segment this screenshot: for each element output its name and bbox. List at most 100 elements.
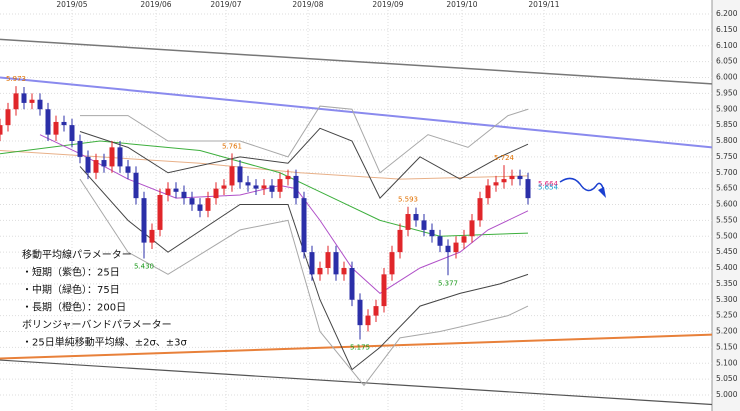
overlay-line: [0, 38, 712, 85]
y-tick-label: 5.650: [716, 184, 738, 193]
candle-body: [181, 191, 187, 199]
overlay-line: [79, 166, 529, 371]
candle-body: [189, 198, 195, 205]
candle-body: [149, 229, 155, 243]
candle-body: [173, 188, 179, 192]
candle-body: [301, 198, 307, 253]
candle-body: [253, 185, 259, 189]
candle-body: [125, 166, 131, 173]
candle-body: [485, 185, 491, 199]
y-tick-label: 5.150: [716, 342, 738, 351]
parameter-note: ボリンジャーバンドパラメーター: [22, 319, 172, 331]
candle-body: [29, 99, 35, 103]
candle-body: [517, 175, 523, 180]
candle-body: [365, 315, 371, 326]
y-tick-label: 5.200: [716, 327, 738, 336]
y-tick-label: 5.800: [716, 136, 738, 145]
parameter-note: ・25日単純移動平均線、±2σ、±3σ: [22, 336, 188, 349]
y-tick-label: 5.750: [716, 152, 738, 161]
x-tick-label: 2019/09: [372, 0, 403, 9]
overlay-line: [0, 150, 529, 180]
overlay-line: [79, 127, 529, 200]
candle-body: [357, 299, 363, 326]
candle-body: [349, 268, 355, 300]
price-annotation: 5.430: [134, 262, 154, 270]
candle-body: [437, 236, 443, 246]
overlay-line: [0, 359, 712, 406]
price-annotation: 5.593: [398, 196, 418, 204]
y-tick-label: 5.300: [716, 295, 738, 304]
parameter-note: ・長期（橙色）：200日: [22, 301, 126, 314]
candle-body: [269, 185, 275, 192]
candle-body: [221, 185, 227, 189]
x-tick-label: 2019/06: [140, 0, 171, 9]
candle-body: [325, 252, 331, 268]
price-annotation: 5.724: [494, 154, 515, 162]
y-tick-label: 5.700: [716, 168, 738, 177]
candle-body: [85, 156, 91, 173]
y-tick-label: 6.050: [716, 57, 738, 66]
x-tick-label: 2019/07: [210, 0, 241, 9]
candle-body: [461, 236, 467, 243]
candle-body: [421, 220, 427, 230]
candle-body: [493, 182, 499, 186]
candle-body: [205, 198, 211, 211]
y-tick-label: 5.900: [716, 104, 738, 113]
candle-body: [165, 188, 171, 195]
candle-body: [77, 141, 83, 157]
candle-body: [261, 185, 267, 189]
candle-body: [381, 274, 387, 307]
candle-body: [109, 147, 115, 167]
candle-body: [285, 175, 291, 180]
y-tick-label: 6.100: [716, 41, 738, 50]
candle-body: [37, 99, 43, 110]
candle-body: [509, 175, 515, 180]
candle-body: [397, 229, 403, 253]
candle-body: [21, 93, 27, 103]
candle-body: [0, 125, 3, 135]
candle-body: [133, 172, 139, 199]
y-tick-label: 5.100: [716, 358, 738, 367]
price-annotation: 5.761: [222, 142, 242, 150]
candle-body: [413, 214, 419, 221]
y-axis-panel: [712, 0, 740, 411]
candle-body: [197, 204, 203, 211]
overlay-line: [80, 105, 529, 174]
candle-body: [13, 93, 19, 110]
candle-body: [341, 268, 347, 275]
y-tick-label: 6.200: [716, 9, 738, 18]
price-annotation: 5.973: [6, 75, 26, 83]
candle-body: [53, 121, 59, 135]
candle-body: [101, 160, 107, 167]
x-tick-label: 2019/11: [528, 0, 559, 9]
candle-body: [429, 229, 435, 237]
price-annotation: 5.377: [438, 279, 458, 287]
y-tick-label: 5.000: [716, 390, 738, 399]
candle-body: [245, 182, 251, 186]
y-tick-label: 5.600: [716, 200, 738, 209]
forecast-arrow: [559, 177, 604, 192]
forecast-arrowhead: [598, 187, 606, 198]
candle-body: [45, 109, 51, 135]
candle-body: [61, 121, 67, 126]
y-tick-label: 5.450: [716, 247, 738, 256]
candle-body: [229, 166, 235, 186]
overlay-line: [79, 178, 529, 387]
y-tick-label: 6.000: [716, 73, 738, 82]
price-annotation: 5.175: [350, 343, 370, 351]
candle-body: [157, 194, 163, 230]
candle-body: [237, 166, 243, 183]
candle-body: [389, 252, 395, 275]
y-tick-label: 5.400: [716, 263, 738, 272]
candle-body: [405, 214, 411, 230]
candle-body: [277, 179, 283, 192]
candle-body: [309, 252, 315, 275]
y-tick-label: 5.250: [716, 311, 738, 320]
candle-body: [525, 179, 531, 199]
plot-area: [0, 10, 712, 411]
candle-body: [333, 252, 339, 275]
x-tick-label: 2019/05: [56, 0, 87, 9]
candle-body: [317, 268, 323, 275]
